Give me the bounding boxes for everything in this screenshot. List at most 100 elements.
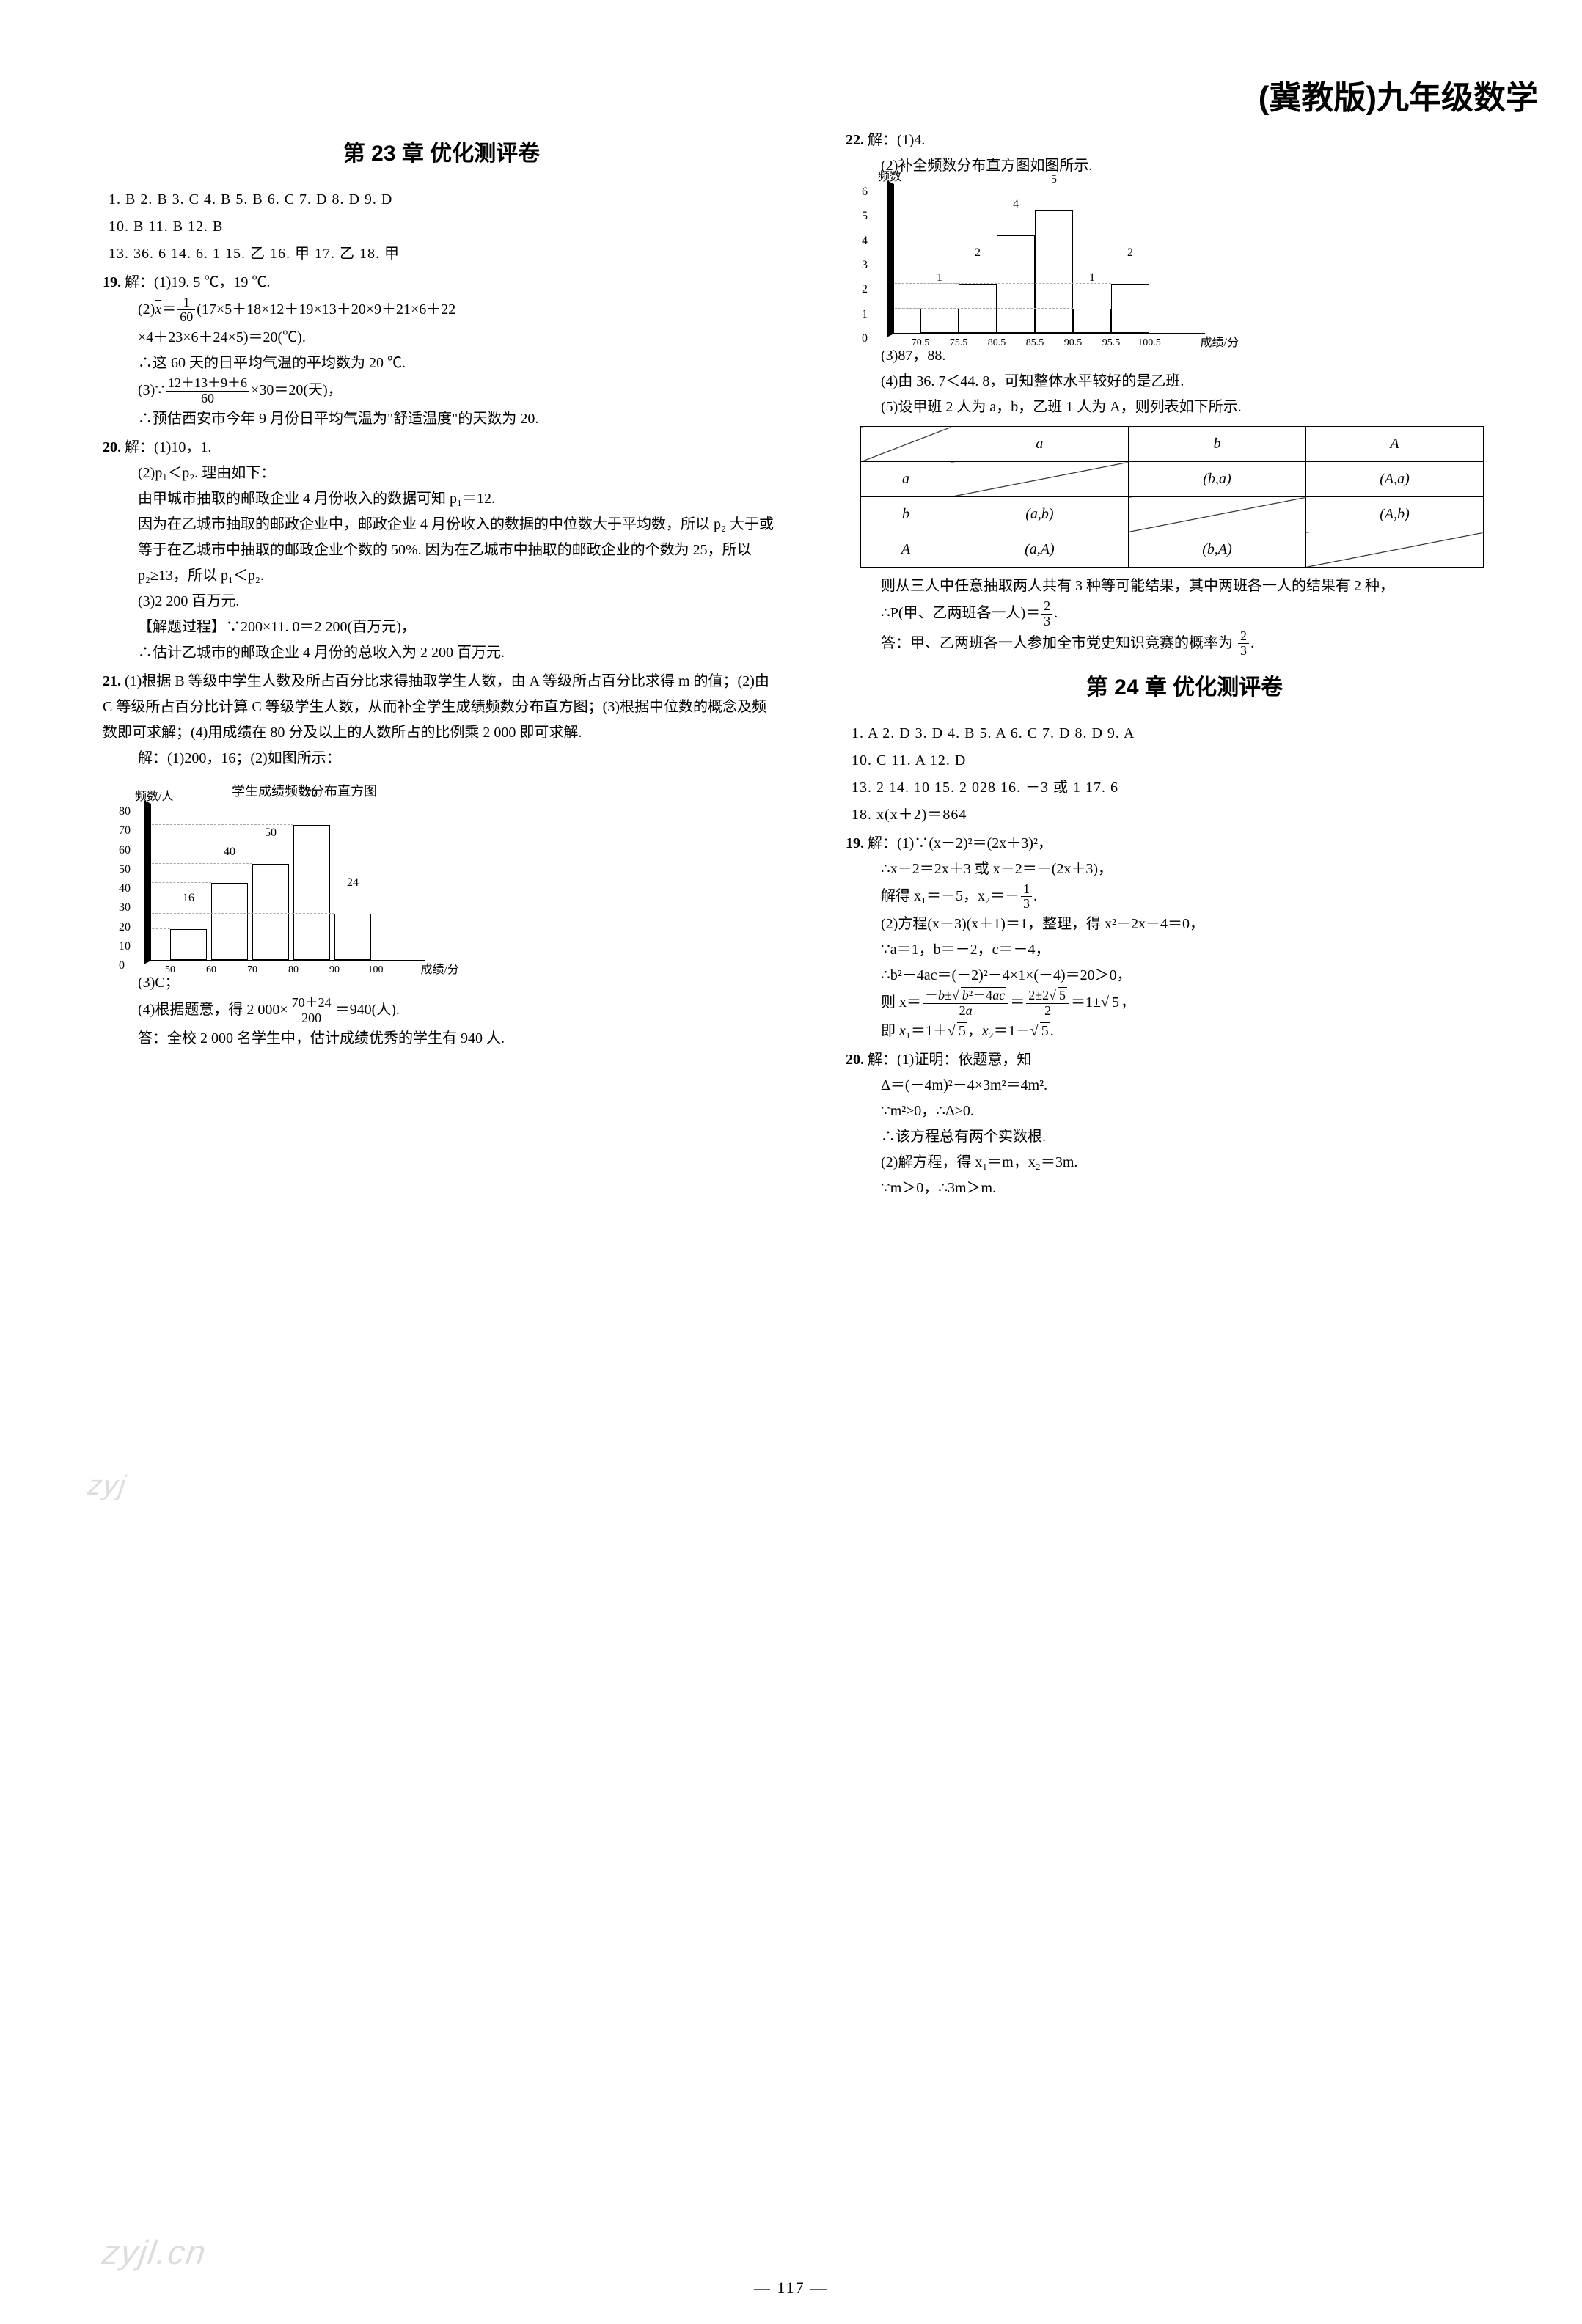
p22-l1: 解：(1)4.	[868, 132, 925, 148]
chart-22-ylabel: 频数	[878, 167, 901, 188]
p24-19-l7c: ＝1±5，	[1071, 994, 1135, 1011]
p24-19-l5: ∵a＝1，b＝－2，c＝－4，	[881, 937, 1523, 963]
p24-19-l7b: ＝	[1010, 994, 1025, 1011]
section-24-title: 第 24 章 优化测评卷	[846, 669, 1523, 708]
p24-20-l3: ∵m²≥0，∴Δ≥0.	[881, 1099, 1523, 1124]
p21-l2: 解：(1)200，16；(2)如图所示：	[138, 746, 780, 771]
p22-frac1: 23	[1041, 599, 1052, 629]
p24-19-l2: ∴x－2＝2x＋3 或 x－2＝－(2x＋3)，	[881, 857, 1523, 882]
p24-19-l7a: 则 x＝	[881, 994, 921, 1011]
chart-22-canvas: 频数 成绩/分 12345612451270.575.580.585.590.5…	[890, 188, 1205, 334]
p24-20-l4: ∴该方程总有两个实数根.	[881, 1124, 1523, 1150]
p20-l6: 【解题过程】∵200×11. 0＝2 200(百万元)，	[138, 615, 780, 640]
frac-num: 1	[1021, 882, 1032, 898]
p24-19-l8: 即 x₁＝1＋5，x₂＝1－5.	[881, 1019, 1523, 1044]
frac-den: 3	[1021, 897, 1032, 912]
right-column: 22. 解：(1)4. (2)补全频数分布直方图如图所示. 频数 成绩/分 12…	[846, 125, 1523, 2207]
p20-l2: (2)p₁＜p₂. 理由如下：	[138, 461, 780, 486]
p21-l3: (3)C；	[138, 970, 780, 996]
p22-l7b: .	[1054, 605, 1058, 621]
p21-l1: (1)根据 B 等级中学生人数及所占百分比求得抽取学生人数，由 A 等级所占百分…	[103, 673, 769, 741]
p20-l4: 因为在乙城市抽取的邮政企业中，邮政企业 4 月份收入的数据的中位数大于平均数，所…	[138, 512, 780, 589]
p24-19-l3b: .	[1033, 888, 1037, 904]
p21-frac: 70＋24200	[290, 996, 334, 1026]
p21-l4: (4)根据题意，得 2 000×70＋24200＝940(人).	[138, 996, 780, 1026]
p21-num: 21.	[103, 673, 121, 689]
frac-num: －b±b²－4ac	[923, 989, 1008, 1004]
p20-l3: 由甲城市抽取的邮政企业 4 月份收入的数据可知 p₁＝12.	[138, 486, 780, 512]
problem-24-19: 19. 解：(1)∵(x－2)²＝(2x＋3)²， ∴x－2＝2x＋3 或 x－…	[846, 831, 1523, 1044]
chart-22: 频数 成绩/分 12345612451270.575.580.585.590.5…	[890, 188, 1234, 334]
answers-23-row3: 13. 36. 6 14. 6. 1 15. 乙 16. 甲 17. 乙 18.…	[109, 241, 780, 267]
problem-20: 20. 解：(1)10，1. (2)p₁＜p₂. 理由如下： 由甲城市抽取的邮政…	[103, 435, 780, 666]
p20-num: 20.	[103, 439, 121, 455]
p19-l3: ×4＋23×6＋24×5)＝20(℃).	[138, 325, 780, 351]
answers-24-row2: 10. C 11. A 12. D	[852, 748, 1523, 774]
p22-l4: (4)由 36. 7＜44. 8，可知整体水平较好的是乙班.	[881, 369, 1523, 395]
p19-l2b: (17×5＋18×12＋19×13＋20×9＋21×6＋22	[197, 301, 455, 317]
p22-l7: ∴P(甲、乙两班各一人)＝23.	[881, 599, 1523, 629]
p24-20-num: 20.	[846, 1052, 864, 1068]
problem-19: 19. 解：(1)19. 5 ℃，19 ℃. (2)x＝160(17×5＋18×…	[103, 270, 780, 432]
p22-l8b: .	[1250, 634, 1254, 650]
p22-l6: 则从三人中任意抽取两人共有 3 种等可能结果，其中两班各一人的结果有 2 种，	[881, 573, 1523, 599]
p24-20-l5: (2)解方程，得 x₁＝m，x₂＝3m.	[881, 1150, 1523, 1176]
p20-l7: ∴估计乙城市的邮政企业 4 月份的总收入为 2 200 百万元.	[138, 640, 780, 666]
p24-19-l7: 则 x＝－b±b²－4ac2a＝2±252＝1±5，	[881, 989, 1523, 1019]
chart-21: 学生成绩频数分布直方图 频数/人 成绩/分 102030405060708016…	[147, 780, 462, 962]
p19-l5b: ×30＝20(天)，	[251, 382, 343, 398]
frac-den: 60	[166, 392, 249, 406]
p19-l2: (2)x＝160(17×5＋18×12＋19×13＋20×9＋21×6＋22	[138, 296, 780, 326]
left-column: 第 23 章 优化测评卷 1. B 2. B 3. C 4. B 5. B 6.…	[103, 125, 780, 2207]
frac-den: 200	[290, 1011, 334, 1026]
problem-22: 22. 解：(1)4. (2)补全频数分布直方图如图所示. 频数 成绩/分 12…	[846, 128, 1523, 659]
frac-num: 1	[177, 296, 195, 311]
p24-19-frac3: 2±252	[1026, 989, 1069, 1019]
p22-l7a: ∴P(甲、乙两班各一人)＝	[881, 605, 1040, 621]
p22-l2: (2)补全频数分布直方图如图所示.	[881, 153, 1523, 179]
frac-den: 2	[1026, 1004, 1069, 1019]
p24-20-l6: ∵m＞0，∴3m＞m.	[881, 1176, 1523, 1201]
section-23-title: 第 23 章 优化测评卷	[103, 135, 780, 174]
content-columns: 第 23 章 优化测评卷 1. B 2. B 3. C 4. B 5. B 6.…	[103, 125, 1523, 2207]
p24-19-l1: 解：(1)∵(x－2)²＝(2x＋3)²，	[868, 835, 1052, 851]
frac-den: 60	[177, 310, 195, 325]
p24-19-frac1: 13	[1021, 882, 1032, 912]
p21-l4b: ＝940(人).	[335, 1002, 400, 1018]
p24-19-frac2: －b±b²－4ac2a	[923, 989, 1008, 1019]
p24-20-l2: Δ＝(－4m)²－4×3m²＝4m².	[881, 1073, 1523, 1099]
answers-24-row3: 13. 2 14. 10 15. 2 028 16. －3 或 1 17. 6	[852, 775, 1523, 801]
p24-19-l6: ∴b²－4ac＝(－2)²－4×1×(－4)＝20＞0，	[881, 963, 1523, 989]
p19-frac2: 12＋13＋9＋660	[166, 376, 249, 406]
chart-21-ylabel: 频数/人	[135, 787, 173, 807]
frac-num: 2	[1238, 629, 1249, 645]
problem-24-20: 20. 解：(1)证明：依题意，知 Δ＝(－4m)²－4×3m²＝4m². ∵m…	[846, 1047, 1523, 1201]
watermark-2: zyjl.cn	[98, 2223, 210, 2282]
p19-frac1: 160	[177, 296, 195, 326]
p22-l8: 答：甲、乙两班各一人参加全市党史知识竞赛的概率为 23.	[881, 629, 1523, 659]
p19-l2a: (2)	[138, 301, 155, 317]
p22-l5: (5)设甲班 2 人为 a，b，乙班 1 人为 A，则列表如下所示.	[881, 395, 1523, 420]
answers-24-row1: 1. A 2. D 3. D 4. B 5. A 6. C 7. D 8. D …	[852, 721, 1523, 747]
chart-22-xlabel: 成绩/分	[1201, 333, 1239, 353]
problem-21: 21. (1)根据 B 等级中学生人数及所占百分比求得抽取学生人数，由 A 等级…	[103, 669, 780, 1052]
chart-21-canvas: 频数/人 成绩/分 102030405060708016405070245060…	[147, 807, 425, 961]
frac-num: 70＋24	[290, 996, 334, 1011]
page-title: (冀教版)九年级数学	[1259, 70, 1538, 126]
p22-table: abAa(b,a)(A,a)b(a,b)(A,b)A(a,A)(b,A)	[860, 426, 1484, 568]
p19-l6: ∴预估西安市今年 9 月份日平均气温为"舒适温度"的天数为 20.	[138, 406, 780, 432]
p24-19-l4: (2)方程(x－3)(x＋1)＝1，整理，得 x²－2x－4＝0，	[881, 912, 1523, 937]
frac-num: 12＋13＋9＋6	[166, 376, 249, 392]
p21-l4a: (4)根据题意，得 2 000×	[138, 1002, 288, 1018]
p21-l5: 答：全校 2 000 名学生中，估计成绩优秀的学生有 940 人.	[138, 1026, 780, 1052]
p24-20-l1: 解：(1)证明：依题意，知	[868, 1052, 1031, 1068]
frac-num: 2±25	[1026, 989, 1069, 1004]
page-number: 117	[754, 2274, 828, 2303]
p19-l4: ∴这 60 天的日平均气温的平均数为 20 ℃.	[138, 351, 780, 376]
p19-l1: 解：(1)19. 5 ℃，19 ℃.	[125, 274, 270, 290]
xbar: x	[155, 301, 161, 317]
p18: 18. x(x＋2)＝864	[852, 802, 1523, 828]
p24-19-num: 19.	[846, 835, 864, 851]
p22-l8a: 答：甲、乙两班各一人参加全市党史知识竞赛的概率为	[881, 634, 1233, 650]
answers-23-row1: 1. B 2. B 3. C 4. B 5. B 6. C 7. D 8. D …	[109, 187, 780, 213]
